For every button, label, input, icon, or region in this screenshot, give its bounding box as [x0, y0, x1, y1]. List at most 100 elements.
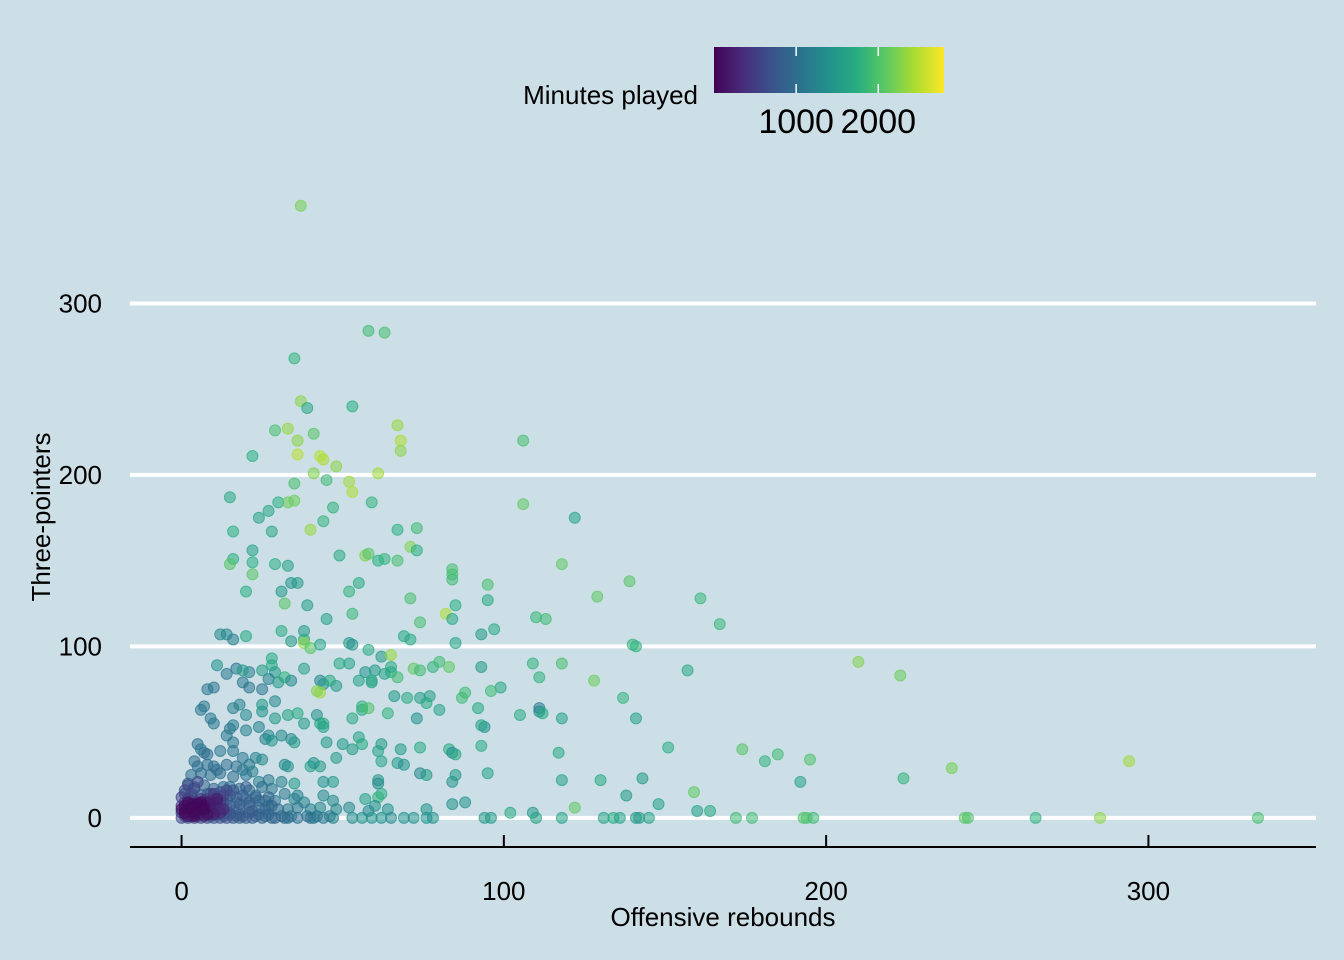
scatter-point: [807, 811, 820, 824]
scatter-point: [552, 746, 565, 759]
scatter-point: [362, 702, 375, 715]
scatter-point: [555, 712, 568, 725]
scatter-point: [240, 780, 253, 793]
scatter-point: [240, 768, 253, 781]
scatter-point: [269, 712, 282, 725]
scatter-point: [475, 719, 488, 732]
x-tick-label: 300: [1127, 876, 1170, 906]
scatter-point: [746, 811, 759, 824]
scatter-point: [317, 453, 330, 466]
scatter-point: [391, 671, 404, 684]
scatter-point: [246, 568, 259, 581]
scatter-point: [394, 434, 407, 447]
scatter-point: [420, 696, 433, 709]
scatter-point: [504, 806, 517, 819]
scatter-point: [401, 691, 414, 704]
scatter-points: [175, 199, 1264, 824]
scatter-point: [207, 717, 220, 730]
scatter-point: [555, 558, 568, 571]
scatter-point: [1029, 811, 1042, 824]
scatter-point: [539, 612, 552, 625]
scatter-point: [636, 772, 649, 785]
scatter-point: [852, 655, 865, 668]
scatter-point: [346, 400, 359, 413]
scatter-point: [227, 525, 240, 538]
scatter-point: [240, 708, 253, 721]
scatter-point: [352, 674, 365, 687]
scatter-point: [568, 801, 581, 814]
scatter-point: [420, 768, 433, 781]
x-tick-label: 0: [174, 876, 188, 906]
scatter-point: [256, 698, 269, 711]
scatter-point: [530, 811, 543, 824]
scatter-point: [691, 804, 704, 817]
scatter-point: [372, 744, 385, 757]
scatter-point: [285, 635, 298, 648]
scatter-point: [288, 352, 301, 365]
y-tick-label: 0: [88, 803, 102, 833]
scatter-point: [327, 775, 340, 788]
scatter-point: [233, 698, 246, 711]
scatter-point: [484, 811, 497, 824]
scatter-point: [472, 702, 485, 715]
scatter-point: [446, 612, 459, 625]
scatter-point: [275, 775, 288, 788]
y-axis-label: Three-pointers: [26, 432, 56, 601]
scatter-point: [307, 427, 320, 440]
scatter-point: [359, 792, 372, 805]
scatter-point: [736, 743, 749, 756]
x-axis-label: Offensive rebounds: [611, 902, 836, 932]
scatter-point: [533, 671, 546, 684]
scatter-point: [394, 444, 407, 457]
scatter-point: [265, 799, 278, 812]
scatter-point: [285, 674, 298, 687]
scatter-point: [320, 612, 333, 625]
scatter-point: [327, 501, 340, 514]
scatter-point: [414, 664, 427, 677]
colorbar-ticks: 1000 2000: [758, 47, 916, 141]
scatter-point: [362, 324, 375, 337]
scatter-point: [449, 748, 462, 761]
scatter-point: [304, 523, 317, 536]
y-tick-label: 300: [59, 288, 102, 318]
scatter-point: [291, 811, 304, 824]
scatter-point: [513, 708, 526, 721]
scatter-point: [385, 811, 398, 824]
scatter-point: [346, 638, 359, 651]
scatter-point: [729, 811, 742, 824]
scatter-point: [346, 486, 359, 499]
scatter-point: [298, 662, 311, 675]
scatter-point: [1251, 811, 1264, 824]
scatter-point: [694, 592, 707, 605]
scatter-point: [272, 676, 285, 689]
scatter-point: [198, 803, 211, 816]
scatter-point: [265, 652, 278, 665]
scatter-point: [281, 760, 294, 773]
scatter-point: [240, 724, 253, 737]
scatter-point: [362, 547, 375, 560]
scatter-point: [488, 623, 501, 636]
scatter-point: [555, 657, 568, 670]
scatter-point: [481, 594, 494, 607]
scatter-point: [275, 585, 288, 598]
scatter-point: [687, 786, 700, 799]
scatter-point: [704, 804, 717, 817]
scatter-point: [365, 674, 378, 687]
scatter-point: [378, 552, 391, 565]
scatter-point: [291, 707, 304, 720]
scatter-point: [291, 434, 304, 447]
scatter-point: [217, 803, 230, 816]
scatter-point: [294, 199, 307, 212]
scatter-point: [642, 811, 655, 824]
scatter-point: [269, 424, 282, 437]
scatter-point: [301, 599, 314, 612]
scatter-point: [394, 743, 407, 756]
scatter-point: [613, 811, 626, 824]
scatter-point: [281, 559, 294, 572]
scatter-point: [388, 690, 401, 703]
scatter-point: [449, 636, 462, 649]
scatter-point: [288, 494, 301, 507]
scatter-point: [414, 741, 427, 754]
scatter-point: [568, 511, 581, 524]
colorbar-tick-label: 1000: [758, 103, 834, 141]
